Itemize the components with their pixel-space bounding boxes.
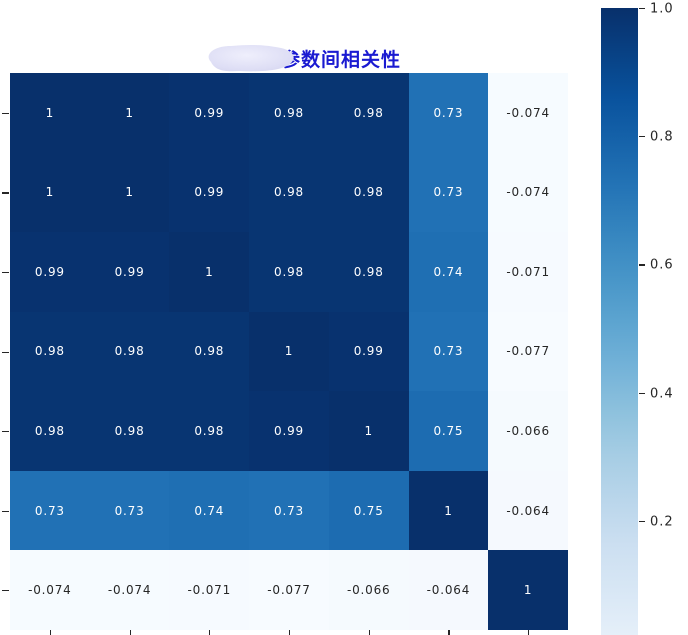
heatmap-cell: -0.064 — [408, 550, 489, 630]
heatmap-cell: 0.73 — [408, 73, 489, 153]
heatmap-cell: 1 — [488, 550, 568, 630]
colorbar-tick-label: 0.4 — [650, 386, 674, 401]
heatmap-cell: 1 — [169, 232, 250, 312]
y-axis-tick — [2, 590, 9, 592]
heatmap-cell: 0.98 — [10, 311, 90, 392]
heatmap-cell: 0.98 — [89, 311, 170, 392]
colorbar-tick — [639, 264, 645, 266]
heatmap-cell: 0.73 — [89, 470, 170, 551]
heatmap-cell: -0.074 — [488, 73, 568, 153]
heatmap-cell: 0.99 — [328, 311, 409, 392]
heatmap-cell: 0.75 — [408, 391, 489, 471]
heatmap-cell: 0.98 — [328, 152, 409, 233]
heatmap-cell: 0.73 — [10, 470, 90, 551]
redaction-blob — [208, 44, 294, 72]
colorbar-tick — [639, 136, 645, 138]
y-axis-tick — [2, 431, 9, 433]
heatmap-cell: 1 — [249, 311, 329, 392]
heatmap-cell: 0.99 — [249, 391, 329, 471]
heatmap-cell: 0.98 — [328, 73, 409, 153]
x-axis-tick — [448, 630, 450, 635]
heatmap-cell: 0.99 — [169, 152, 250, 233]
heatmap-cell: -0.066 — [328, 550, 409, 630]
heatmap-cell: 1 — [408, 470, 489, 551]
heatmap-cell: 0.98 — [169, 311, 250, 392]
heatmap-cell: 0.98 — [89, 391, 170, 471]
heatmap-cell: 0.73 — [408, 152, 489, 233]
heatmap-cell: -0.071 — [488, 232, 568, 312]
heatmap-cell: -0.074 — [89, 550, 170, 630]
heatmap-cell: 1 — [10, 152, 90, 233]
colorbar-tick-label: 0.6 — [650, 257, 674, 273]
colorbar-tick-label: 0.8 — [650, 129, 674, 145]
y-axis-tick — [2, 510, 9, 512]
y-axis-tick — [2, 271, 9, 274]
heatmap-cell: -0.074 — [10, 550, 90, 630]
heatmap-cell: 0.98 — [10, 391, 90, 471]
x-axis-tick — [368, 630, 370, 635]
heatmap-cell: 1 — [89, 152, 170, 233]
colorbar — [601, 8, 638, 635]
heatmap-cell: 0.75 — [328, 470, 409, 551]
colorbar-tick — [639, 392, 645, 394]
heatmap-grid: 1 1 0.99 0.98 0.98 0.73 -0.074 1 1 0.99 0.98 0.98 0.… — [10, 73, 568, 630]
heatmap-cell: -0.074 — [488, 152, 568, 233]
heatmap-cell: -0.077 — [249, 550, 329, 630]
x-axis-tick — [129, 630, 131, 635]
y-axis-tick — [2, 351, 9, 353]
heatmap-cell: 0.98 — [249, 152, 329, 233]
y-axis-tick — [2, 112, 9, 114]
heatmap-cell: -0.077 — [488, 311, 568, 392]
colorbar-tick-label: 1.0 — [650, 1, 674, 17]
chart-title: 参数间相关性 — [281, 49, 402, 71]
x-axis-tick — [289, 630, 291, 635]
y-axis-tick — [2, 192, 9, 194]
heatmap-cell: 0.98 — [328, 232, 409, 312]
heatmap-cell: 0.99 — [89, 232, 170, 312]
heatmap-cell: 0.74 — [408, 232, 489, 312]
heatmap-cell: 0.73 — [408, 311, 489, 392]
heatmap-cell: 0.99 — [169, 73, 250, 153]
heatmap-cell: 0.73 — [249, 470, 329, 551]
colorbar-tick — [639, 520, 645, 522]
heatmap-cell: 0.99 — [10, 232, 90, 312]
heatmap-cell: 1 — [10, 73, 90, 153]
heatmap-cell: 0.98 — [249, 232, 329, 312]
x-axis-tick — [528, 630, 530, 635]
colorbar-tick-label: 0.2 — [650, 514, 674, 530]
heatmap-cell: 1 — [89, 73, 170, 153]
heatmap-cell: -0.071 — [169, 550, 250, 630]
heatmap-cell: 0.98 — [249, 73, 329, 153]
heatmap-cell: -0.066 — [488, 391, 568, 471]
heatmap-cell: 0.74 — [169, 470, 250, 551]
heatmap-cell: 1 — [328, 391, 409, 471]
heatmap-cell: 0.98 — [169, 391, 250, 471]
heatmap-cell: -0.064 — [488, 470, 568, 551]
x-axis-tick — [209, 630, 211, 635]
colorbar-tick — [639, 8, 645, 10]
x-axis-tick — [49, 630, 52, 635]
